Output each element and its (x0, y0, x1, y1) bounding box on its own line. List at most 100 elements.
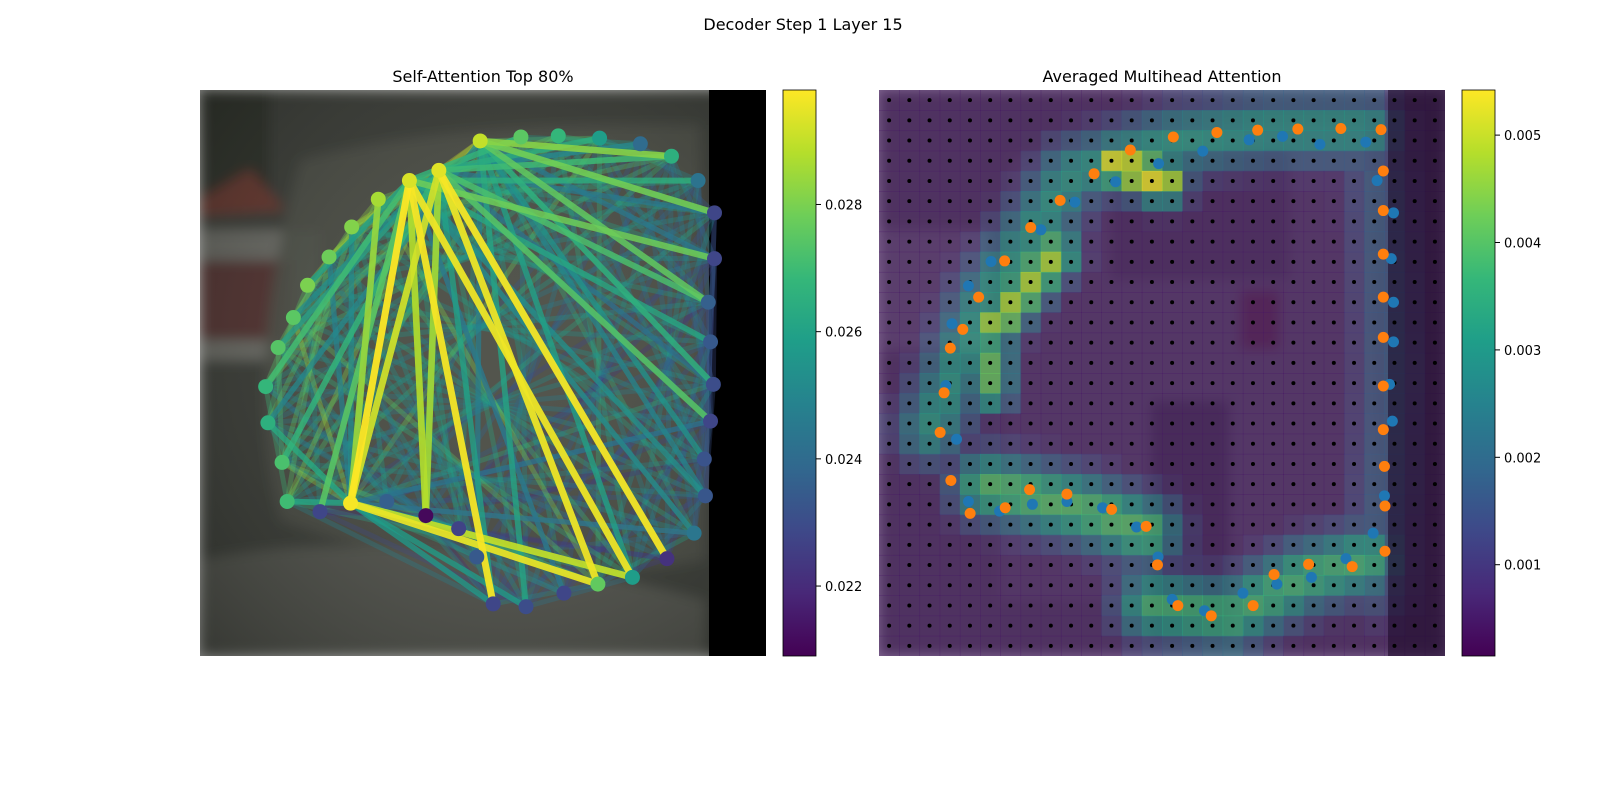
grid-dot (907, 623, 912, 628)
grid-dot (1129, 401, 1134, 406)
grid-dot (927, 280, 932, 285)
grid-dot (1271, 219, 1276, 224)
grid-dot (1311, 199, 1316, 204)
grid-dot (1069, 461, 1074, 466)
grid-dot (1069, 421, 1074, 426)
grid-dot (1250, 482, 1255, 487)
attention-edge (476, 137, 675, 160)
predicted-point (1377, 331, 1389, 343)
grid-dot (1331, 360, 1336, 365)
grid-dot (887, 138, 892, 143)
grid-dot (1129, 563, 1134, 568)
grid-dot (1432, 421, 1437, 426)
predicted-point (1106, 503, 1118, 515)
attention-node (401, 173, 417, 189)
grid-dot (1372, 259, 1377, 264)
grid-dot (988, 239, 993, 244)
grid-dot (1048, 441, 1053, 446)
grid-dot (1089, 239, 1094, 244)
grid-dot (1069, 643, 1074, 648)
attention-node (703, 413, 719, 429)
grid-dot (1311, 300, 1316, 305)
attention-edge (304, 177, 413, 289)
grid-dot (907, 280, 912, 285)
grid-dot (887, 482, 892, 487)
grid-dot (1372, 239, 1377, 244)
grid-dot (1008, 300, 1013, 305)
ground-truth-point (1237, 587, 1249, 599)
grid-dot (1028, 603, 1033, 608)
grid-dot (1372, 482, 1377, 487)
ground-truth-point (1305, 571, 1317, 583)
grid-dot (1230, 259, 1235, 264)
attention-edge (405, 177, 497, 608)
predicted-point (944, 342, 956, 354)
grid-dot (988, 542, 993, 547)
grid-dot (1412, 623, 1417, 628)
left-colorbar-tick-label: 0.026 (825, 326, 862, 341)
grid-dot (887, 98, 892, 103)
attention-edge (518, 134, 529, 610)
grid-dot (1291, 158, 1296, 163)
grid-dot (1250, 461, 1255, 466)
grid-dot (1008, 623, 1013, 628)
grid-dot (1331, 502, 1336, 507)
grid-dot (1149, 542, 1154, 547)
grid-dot (1190, 563, 1195, 568)
grid-dot (967, 381, 972, 386)
grid-dot (1352, 542, 1357, 547)
grid-dot (1109, 280, 1114, 285)
grid-dot (1028, 623, 1033, 628)
grid-dot (1331, 381, 1336, 386)
grid-dot (1170, 643, 1175, 648)
grid-dot (1048, 219, 1053, 224)
grid-dot (1250, 542, 1255, 547)
grid-dot (1149, 623, 1154, 628)
grid-dot (1149, 259, 1154, 264)
grid-dot (988, 280, 993, 285)
grid-dot (1170, 280, 1175, 285)
grid-dot (1331, 421, 1336, 426)
grid-dot (1129, 320, 1134, 325)
grid-dot (947, 239, 952, 244)
attention-edge (490, 178, 701, 607)
grid-dot (1392, 320, 1397, 325)
grid-dot (1129, 219, 1134, 224)
predicted-point (1335, 122, 1347, 134)
grid-dot (1291, 542, 1296, 547)
grid-dot (1008, 118, 1013, 123)
grid-dot (1352, 381, 1357, 386)
grid-dot (1170, 340, 1175, 345)
right-colorbar-tick-label: 0.003 (1504, 344, 1541, 359)
grid-dot (1028, 340, 1033, 345)
grid-dot (1210, 259, 1215, 264)
grid-dot (1190, 482, 1195, 487)
grid-dot (947, 441, 952, 446)
grid-dot (967, 239, 972, 244)
grid-dot (1311, 603, 1316, 608)
ground-truth-point (1386, 415, 1398, 427)
grid-dot (1271, 421, 1276, 426)
predicted-points (934, 122, 1391, 622)
attention-node (469, 549, 485, 565)
grid-dot (1028, 199, 1033, 204)
grid-dot (988, 643, 993, 648)
predicted-point (1124, 144, 1136, 156)
grid-dot (1170, 421, 1175, 426)
grid-dot (1250, 643, 1255, 648)
grid-dot (1069, 300, 1074, 305)
grid-dot (927, 340, 932, 345)
grid-dot (1432, 623, 1437, 628)
grid-dot (1210, 542, 1215, 547)
grid-dot (1028, 522, 1033, 527)
grid-dot (1048, 320, 1053, 325)
grid-dot (1069, 401, 1074, 406)
attention-edge (555, 133, 635, 580)
grid-dot (1331, 138, 1336, 143)
attention-node (624, 569, 640, 585)
attention-edge (710, 256, 717, 387)
grid-dots (887, 98, 1437, 648)
grid-dot (1412, 300, 1417, 305)
grid-dot (1432, 158, 1437, 163)
attention-node (485, 596, 501, 612)
